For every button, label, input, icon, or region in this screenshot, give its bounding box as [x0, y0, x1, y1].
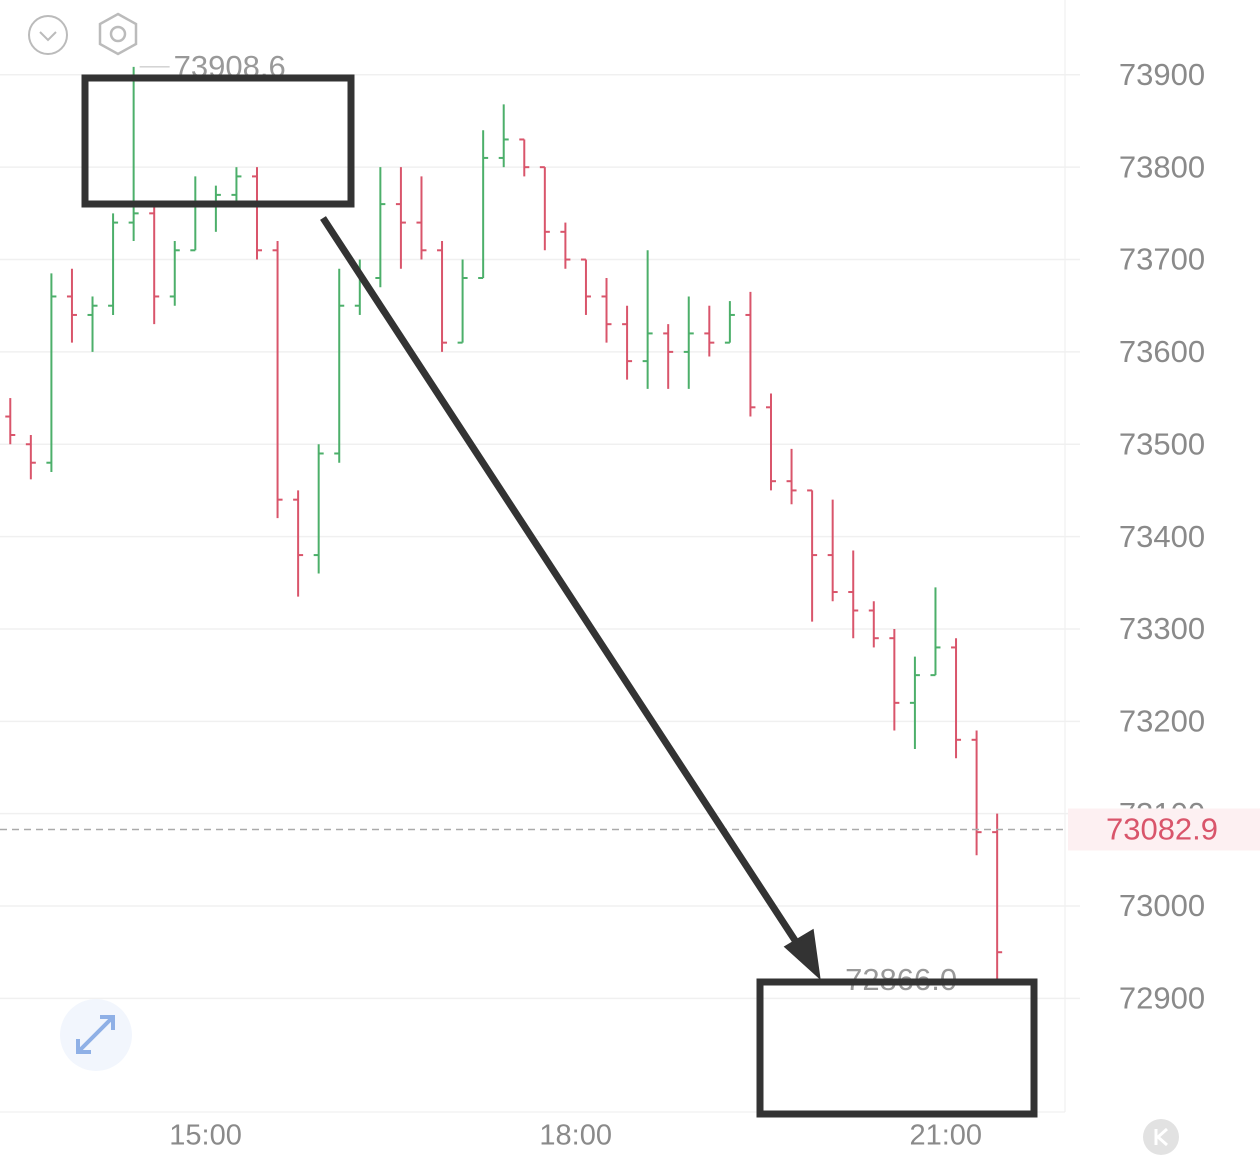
x-tick-label: 21:00: [909, 1120, 982, 1152]
y-tick-label: 72900: [1119, 981, 1205, 1016]
highlight-box: [756, 978, 1038, 1118]
y-tick-label: 73500: [1119, 426, 1205, 461]
bars: [5, 66, 1003, 980]
last-price-label: 73082.9: [1106, 812, 1218, 847]
y-tick-label: 73400: [1119, 519, 1205, 554]
button-bg: [1143, 1119, 1179, 1155]
k-icon: [1154, 1127, 1168, 1147]
expand-button[interactable]: [60, 999, 132, 1071]
icon-chevron: [39, 31, 57, 42]
x-tick-label: 18:00: [539, 1120, 612, 1152]
k-button[interactable]: [1143, 1119, 1179, 1155]
arrow-head: [783, 928, 821, 981]
y-tick-label: 73600: [1119, 334, 1205, 369]
icon-circle: [109, 25, 127, 43]
dropdown-icon[interactable]: [28, 15, 68, 55]
y-tick-label: 73900: [1119, 57, 1205, 92]
y-tick-label: 73300: [1119, 611, 1205, 646]
arrow-line: [320, 216, 803, 950]
y-tick-label: 73800: [1119, 149, 1205, 184]
last-price-box: [1068, 808, 1260, 851]
highlight-box: [81, 74, 355, 208]
expand-icon: [76, 1015, 115, 1054]
y-tick-label: 73700: [1119, 242, 1205, 277]
y-tick-label: 73200: [1119, 704, 1205, 739]
y-tick-label: 73000: [1119, 888, 1205, 923]
settings-icon[interactable]: [98, 12, 138, 56]
icon-circle: [28, 15, 68, 55]
icon-hexagon: [98, 12, 138, 56]
x-tick-label: 15:00: [169, 1120, 242, 1152]
